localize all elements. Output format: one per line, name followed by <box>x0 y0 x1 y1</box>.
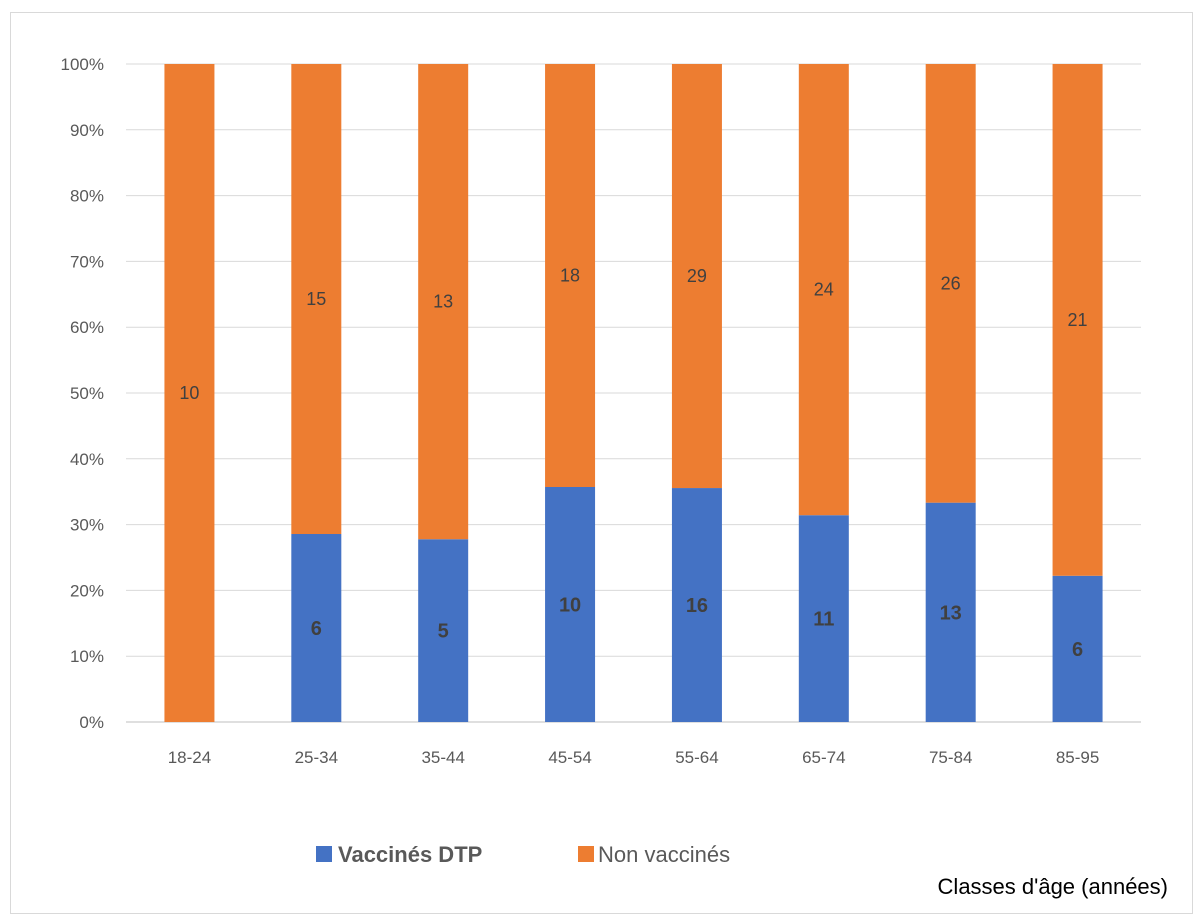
bar-non-vaccines <box>545 64 596 487</box>
y-tick-label: 60% <box>70 318 104 337</box>
y-tick-label: 90% <box>70 121 104 140</box>
bar-vaccines-dtp <box>545 487 596 722</box>
legend-label-vaccines-dtp: Vaccinés DTP <box>338 842 482 867</box>
y-tick-label: 40% <box>70 450 104 469</box>
bar-non-vaccines <box>925 64 976 503</box>
bar-non-vaccines <box>671 64 722 489</box>
y-tick-label: 100% <box>61 55 104 74</box>
bar-vaccines-dtp <box>671 488 722 722</box>
data-label-vaccines-dtp: 10 <box>559 595 581 617</box>
data-label-vaccines-dtp: 13 <box>940 602 962 624</box>
bar-vaccines-dtp <box>798 515 849 722</box>
data-label-non-vaccines: 18 <box>560 266 580 286</box>
y-tick-label: 0% <box>79 713 104 732</box>
gridlines <box>126 63 1141 723</box>
bar-non-vaccines <box>798 64 849 516</box>
legend-label-non-vaccines: Non vaccinés <box>598 842 730 867</box>
x-axis-ticks: 18-24 25-34 35-44 45-54 55-64 65-74 75-84 85-95 <box>168 748 1100 767</box>
x-tick-label: 35-44 <box>421 748 464 767</box>
data-label-non-vaccines: 29 <box>687 266 707 286</box>
bar-vaccines-dtp <box>925 502 976 722</box>
bar-vaccines-dtp <box>291 534 342 722</box>
data-label-non-vaccines: 10 <box>179 383 199 403</box>
x-tick-label: 25-34 <box>295 748 338 767</box>
x-tick-label: 45-54 <box>548 748 591 767</box>
y-tick-label: 20% <box>70 581 104 600</box>
data-label-non-vaccines: 26 <box>941 273 961 293</box>
data-label-vaccines-dtp: 11 <box>813 609 834 631</box>
x-tick-label: 18-24 <box>168 748 211 767</box>
bar-non-vaccines <box>418 64 469 540</box>
bar-vaccines-dtp <box>418 539 469 722</box>
y-tick-label: 50% <box>70 384 104 403</box>
data-label-non-vaccines: 21 <box>1068 310 1088 330</box>
bar-non-vaccines <box>1052 64 1103 576</box>
data-label-vaccines-dtp: 6 <box>1072 639 1083 661</box>
y-tick-label: 10% <box>70 647 104 666</box>
data-label-vaccines-dtp: 6 <box>311 618 322 640</box>
legend: Vaccinés DTP Non vaccinés <box>316 842 730 867</box>
y-tick-label: 30% <box>70 516 104 535</box>
data-label-vaccines-dtp: 5 <box>438 621 449 643</box>
bar-vaccines-dtp <box>1052 575 1103 722</box>
bar-non-vaccines <box>164 64 215 722</box>
legend-swatch-non-vaccines <box>578 846 594 862</box>
data-label-non-vaccines: 13 <box>433 292 453 312</box>
y-axis-ticks: 0% 10% 20% 30% 40% 50% 60% 70% 80% 90% 100% <box>61 55 104 732</box>
x-tick-label: 55-64 <box>675 748 718 767</box>
x-axis-title: Classes d'âge (années) <box>938 874 1168 899</box>
y-tick-label: 70% <box>70 252 104 271</box>
y-tick-label: 80% <box>70 187 104 206</box>
bars: 10 6 15 5 13 10 18 16 29 11 24 13 26 6 21 <box>164 64 1103 722</box>
x-tick-label: 75-84 <box>929 748 972 767</box>
x-tick-label: 85-95 <box>1056 748 1099 767</box>
bar-non-vaccines <box>291 64 342 534</box>
data-label-non-vaccines: 15 <box>306 289 326 309</box>
data-label-non-vaccines: 24 <box>814 280 834 300</box>
x-tick-label: 65-74 <box>802 748 845 767</box>
legend-swatch-vaccines-dtp <box>316 846 332 862</box>
data-label-vaccines-dtp: 16 <box>686 595 708 617</box>
